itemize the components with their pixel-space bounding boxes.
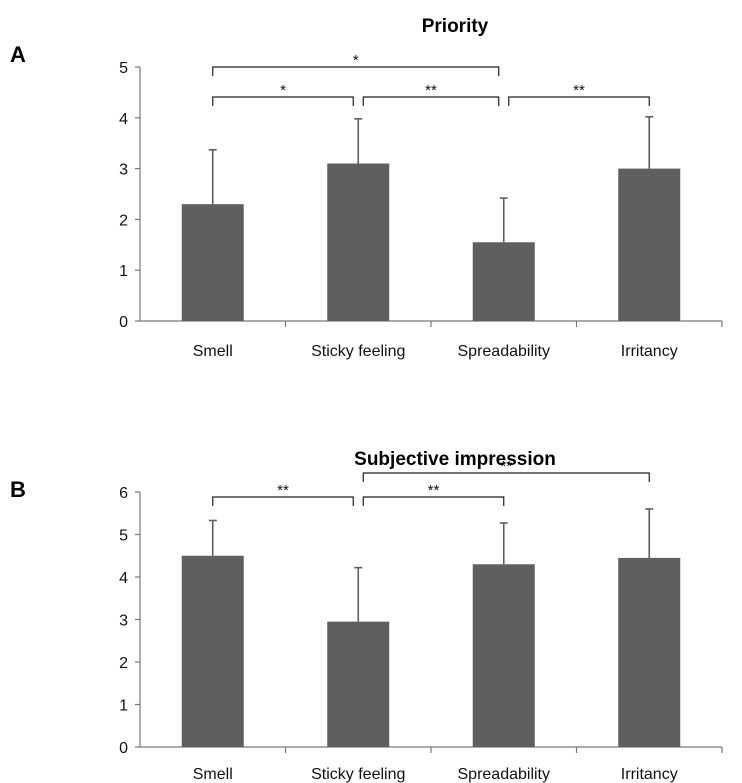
panel-b-significance-bracket bbox=[362, 472, 650, 482]
panel-a-y-tick-label: 0 bbox=[119, 314, 128, 331]
panel-b-category-label: Smell bbox=[193, 766, 233, 783]
panel-a-bar-sticky-feeling bbox=[327, 163, 390, 321]
panel-a-significance-bracket bbox=[212, 96, 354, 106]
panel-a-y-tick-label: 1 bbox=[119, 263, 128, 280]
panel-b-y-tick-label: 3 bbox=[119, 613, 128, 630]
panel-a-significance-label: ** bbox=[573, 82, 585, 99]
panel-b-significance-label: ** bbox=[500, 458, 512, 475]
panel-a-bar-smell bbox=[181, 204, 244, 321]
panel-a-y-tick-label: 4 bbox=[119, 111, 128, 128]
panel-a-significance-label: ** bbox=[425, 82, 437, 99]
panel-a-title: Priority bbox=[422, 16, 489, 37]
panel-a-category-label: Irritancy bbox=[621, 343, 678, 360]
panel-b-label: B bbox=[10, 477, 26, 502]
panel-b-bar-irritancy bbox=[618, 557, 681, 747]
panel-b-category-label: Irritancy bbox=[621, 766, 678, 783]
panel-b-y-tick-label: 5 bbox=[119, 528, 128, 545]
panel-a-label: A bbox=[10, 42, 26, 67]
panel-b-significance-bracket bbox=[362, 496, 505, 506]
panel-b-significance-label: ** bbox=[428, 482, 440, 499]
panel-a-plot: 0 1 2 3 4 5 Smell Sticky feeling Spreadability Ir… bbox=[119, 52, 723, 360]
panel-b-y-tick-label: 2 bbox=[119, 655, 128, 672]
panel-a-y-tick-label: 5 bbox=[119, 60, 128, 77]
panel-a-category-label: Spreadability bbox=[458, 343, 551, 360]
panel-b: B Subjective impression 0 1 2 3 4 5 6 Smell Stic… bbox=[10, 449, 723, 783]
panel-b-y-tick-label: 0 bbox=[119, 740, 128, 757]
panel-a-bar-irritancy bbox=[618, 168, 681, 321]
panel-b-plot: 0 1 2 3 4 5 6 Smell Sticky feeling Spreadability I… bbox=[119, 458, 723, 783]
panel-b-significance-bracket bbox=[212, 496, 354, 506]
panel-a-significance-bracket bbox=[212, 66, 500, 76]
panel-a-category-label: Sticky feeling bbox=[311, 343, 405, 360]
panel-b-bar-sticky-feeling bbox=[327, 621, 390, 747]
panel-b-category-label: Sticky feeling bbox=[311, 766, 405, 783]
panel-b-bar-smell bbox=[181, 555, 244, 747]
panel-b-category-label: Spreadability bbox=[458, 766, 551, 783]
panel-b-y-tick-label: 6 bbox=[119, 485, 128, 502]
panel-a-y-tick-label: 2 bbox=[119, 212, 128, 229]
panel-a-category-label: Smell bbox=[193, 343, 233, 360]
panel-a-y-tick-label: 3 bbox=[119, 162, 128, 179]
panel-a-bar-spreadability bbox=[472, 242, 535, 321]
panel-a-significance-label: * bbox=[280, 82, 286, 99]
panel-a-significance-label: * bbox=[353, 52, 359, 69]
panel-b-y-tick-label: 4 bbox=[119, 570, 128, 587]
panel-b-title: Subjective impression bbox=[354, 449, 556, 470]
panel-a-significance-bracket bbox=[508, 96, 650, 106]
panel-b-bar-spreadability bbox=[472, 564, 535, 747]
panel-b-y-tick-label: 1 bbox=[119, 698, 128, 715]
panel-a: A Priority 0 1 2 3 4 5 Smell Sticky feeling Spre… bbox=[10, 16, 723, 360]
panel-a-significance-bracket bbox=[362, 96, 500, 106]
panel-b-significance-label: ** bbox=[277, 482, 289, 499]
